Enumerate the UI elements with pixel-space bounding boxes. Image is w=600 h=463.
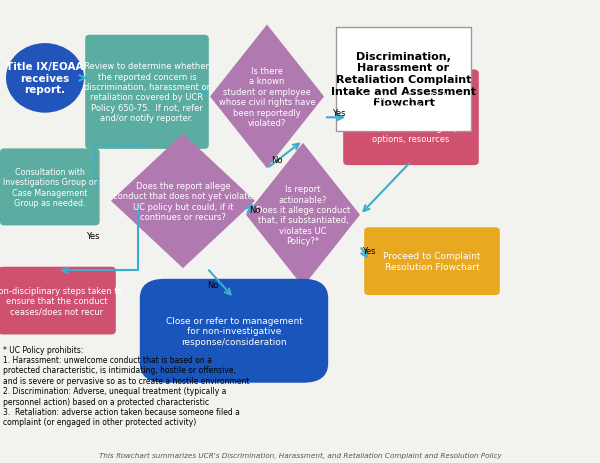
Text: Consultation with
Investigations Group or
Case Management
Group as needed.: Consultation with Investigations Group o… [3,168,97,207]
Text: Non-disciplinary steps taken to
ensure that the conduct
ceases/does not recur: Non-disciplinary steps taken to ensure t… [0,286,122,316]
FancyBboxPatch shape [0,149,100,226]
Text: Review to determine whether
the reported concern is
discrimination, harassment o: Review to determine whether the reported… [84,62,210,123]
Text: Discrimination,
Harassment or
Retaliation Complaint
Intake and Assessment
Flowch: Discrimination, Harassment or Retaliatio… [331,52,476,108]
Text: * UC Policy prohibits:
1. Harassment: unwelcome conduct that is based on a
prote: * UC Policy prohibits: 1. Harassment: un… [3,345,250,426]
FancyBboxPatch shape [336,28,471,132]
Text: Title IX/EOAA
receives
report.: Title IX/EOAA receives report. [6,62,84,95]
FancyBboxPatch shape [364,228,500,295]
Text: No: No [271,155,283,164]
Text: Does the report allege
conduct that does not yet violate
UC policy but could, if: Does the report allege conduct that does… [113,181,253,221]
FancyBboxPatch shape [0,267,116,335]
Polygon shape [210,25,324,169]
Text: Yes: Yes [332,109,346,118]
Ellipse shape [6,44,84,113]
Text: Yes: Yes [86,232,100,241]
Text: This flowchart summarizes UCR's Discrimination, Harassment, and Retaliation Comp: This flowchart summarizes UCR's Discrimi… [98,452,502,458]
Text: Close or refer to management
for non-investigative
response/consideration: Close or refer to management for non-inv… [166,316,302,346]
Text: Is report
actionable?
Does it allege conduct
that, if substantiated,
violates UC: Is report actionable? Does it allege con… [256,185,350,246]
FancyBboxPatch shape [140,279,328,383]
Text: No: No [249,206,261,215]
Text: No: No [207,280,219,289]
FancyBboxPatch shape [85,36,209,150]
Text: Conduct intake: Collect
key information from
student/employee;
inform them of ri: Conduct intake: Collect key information … [362,93,460,144]
Polygon shape [111,134,255,269]
Text: Is there
a known
student or employee
whose civil rights have
been reportedly
vio: Is there a known student or employee who… [218,67,316,128]
Text: Yes: Yes [362,246,375,256]
FancyBboxPatch shape [343,70,479,166]
Polygon shape [246,144,360,287]
Text: Proceed to Complaint
Resolution Flowchart: Proceed to Complaint Resolution Flowchar… [383,252,481,271]
